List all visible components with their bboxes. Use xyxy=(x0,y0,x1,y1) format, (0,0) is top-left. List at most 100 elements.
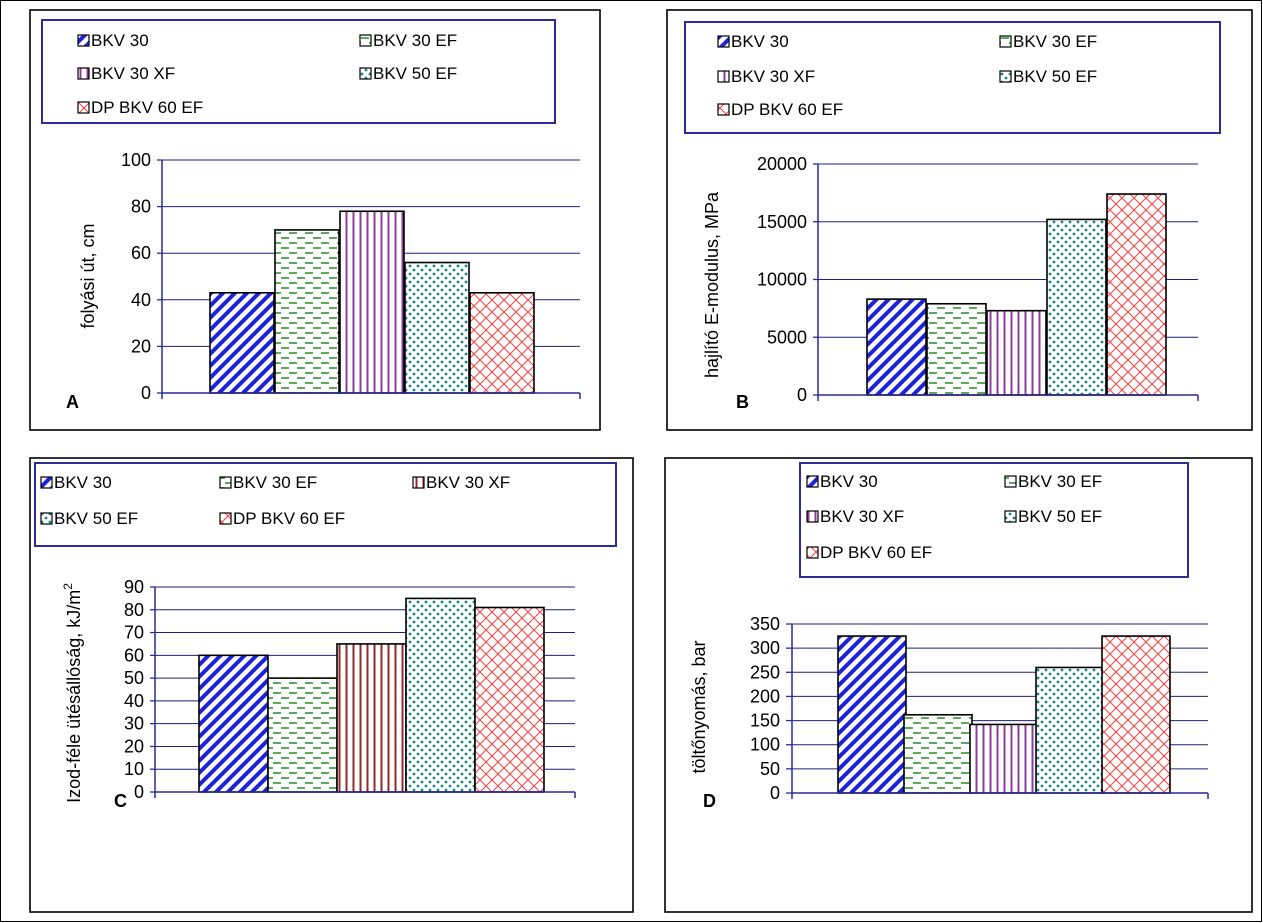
legend-item-bkv-50-ef: BKV 50 EF xyxy=(359,64,457,83)
y-tick-label: 20 xyxy=(131,336,151,356)
legend-label: BKV 30 EF xyxy=(233,473,317,492)
legend-item-bkv-30-ef: BKV 30 EF xyxy=(999,32,1097,51)
y-axis-title: Izod-féle ütésállóság, kJ/m2 xyxy=(61,583,84,803)
legend-item-bkv-30: BKV 30 xyxy=(806,472,878,491)
legend-label: BKV 30 EF xyxy=(373,31,457,50)
legend-label: BKV 30 xyxy=(91,31,149,50)
legend-label: BKV 30 XF xyxy=(91,64,175,83)
legend-label: BKV 30 XF xyxy=(820,507,904,526)
legend-swatch xyxy=(77,101,90,114)
legend-label: BKV 50 EF xyxy=(373,64,457,83)
legend-label: BKV 30 XF xyxy=(731,67,815,86)
bar-bkv-30-xf xyxy=(336,643,407,793)
legend-label: BKV 30 xyxy=(820,472,878,491)
panel-d: BKV 30 BKV 30 EF BKV 30 XF BKV 50 EF DP BKV … xyxy=(664,457,1253,913)
bar-bkv-30 xyxy=(866,298,927,396)
legend-swatch xyxy=(999,70,1012,83)
bar-bkv-30-xf xyxy=(339,210,405,394)
bar-bkv-30-ef xyxy=(926,302,987,396)
y-tick-label: 350 xyxy=(750,614,780,634)
legend-label: DP BKV 60 EF xyxy=(820,543,932,562)
y-tick-label: 20000 xyxy=(757,154,807,174)
y-tick-label: 0 xyxy=(134,782,144,802)
legend-item-bkv-30: BKV 30 xyxy=(40,473,112,492)
legend-label: BKV 50 EF xyxy=(1013,67,1097,86)
legend-swatch xyxy=(40,476,53,489)
legend-item-bkv-50-ef: BKV 50 EF xyxy=(999,67,1097,86)
bar-bkv-50-ef xyxy=(1035,666,1105,794)
legend-swatch xyxy=(806,510,819,523)
legend-swatch xyxy=(77,67,90,80)
legend-swatch xyxy=(806,546,819,559)
legend-item-bkv-30-ef: BKV 30 EF xyxy=(359,31,457,50)
bar-dp-bkv-60-ef xyxy=(474,606,545,793)
bar-bkv-30-xf xyxy=(969,723,1039,794)
y-tick-label: 250 xyxy=(750,662,780,682)
legend-label: DP BKV 60 EF xyxy=(233,509,345,528)
legend-item-bkv-50-ef: BKV 50 EF xyxy=(1004,507,1102,526)
y-axis-title: töltőnyomás, bar xyxy=(689,640,709,773)
y-tick-label: 40 xyxy=(124,691,144,711)
bar-dp-bkv-60-ef xyxy=(1106,193,1167,396)
bar-bkv-30 xyxy=(198,654,269,793)
y-tick-label: 30 xyxy=(124,714,144,734)
y-tick-label: 60 xyxy=(124,645,144,665)
y-tick-label: 100 xyxy=(121,150,151,170)
y-tick-label: 80 xyxy=(124,600,144,620)
legend-swatch xyxy=(412,476,425,489)
bar-bkv-50-ef xyxy=(404,261,470,394)
panel-a-legend: BKV 30 BKV 30 EF BKV 30 XF BKV 50 EF DP BKV … xyxy=(41,19,556,124)
y-axis-title: hajlító E-modulus, MPa xyxy=(702,191,722,378)
y-tick-label: 0 xyxy=(770,783,780,803)
y-tick-label: 0 xyxy=(797,385,807,405)
y-tick-label: 100 xyxy=(750,735,780,755)
legend-swatch xyxy=(1004,475,1017,488)
y-tick-label: 60 xyxy=(131,243,151,263)
y-axis-title: folyási út, cm xyxy=(78,223,98,328)
y-tick-label: 40 xyxy=(131,290,151,310)
panel-letter: C xyxy=(114,791,127,811)
y-tick-label: 50 xyxy=(760,759,780,779)
legend-swatch xyxy=(77,34,90,47)
bar-bkv-30-ef xyxy=(267,677,338,793)
panel-b-legend: BKV 30 BKV 30 EF BKV 30 XF BKV 50 EF DP BKV … xyxy=(684,21,1221,134)
legend-label: BKV 50 EF xyxy=(1018,507,1102,526)
y-tick-label: 90 xyxy=(124,577,144,597)
y-tick-label: 50 xyxy=(124,668,144,688)
bar-bkv-30-xf xyxy=(986,309,1047,396)
bar-bkv-30 xyxy=(837,635,907,794)
legend-item-bkv-30: BKV 30 xyxy=(77,31,149,50)
panel-b-legend-box xyxy=(684,21,1221,134)
legend-swatch xyxy=(806,475,819,488)
bar-bkv-50-ef xyxy=(405,597,476,793)
bar-bkv-30-ef xyxy=(274,229,340,394)
panel-a-plot: 0 20 40 60 80 100 xyxy=(121,150,581,403)
legend-item-bkv-30-xf: BKV 30 XF xyxy=(717,67,815,86)
legend-label: BKV 30 EF xyxy=(1013,32,1097,51)
legend-item-bkv-30-ef: BKV 30 EF xyxy=(219,473,317,492)
panel-d-plot: 0 50 100 150 200 250 300 350 xyxy=(750,614,1209,803)
legend-item-bkv-30-ef: BKV 30 EF xyxy=(1004,472,1102,491)
panel-c-legend: BKV 30 BKV 30 EF BKV 30 XF BKV 50 EF DP BKV … xyxy=(34,462,617,547)
y-tick-label: 10000 xyxy=(757,270,807,290)
panel-letter: A xyxy=(66,392,79,412)
legend-item-dp-bkv-60-ef: DP BKV 60 EF xyxy=(77,98,203,117)
legend-label: BKV 30 xyxy=(54,473,112,492)
y-axis-title-sup: 2 xyxy=(61,583,75,590)
legend-item-bkv-30-xf: BKV 30 XF xyxy=(412,473,510,492)
legend-label: BKV 30 XF xyxy=(426,473,510,492)
y-tick-label: 20 xyxy=(124,736,144,756)
bar-bkv-30-ef xyxy=(903,713,973,794)
legend-item-dp-bkv-60-ef: DP BKV 60 EF xyxy=(806,543,932,562)
panel-d-legend-box xyxy=(799,462,1189,578)
y-tick-label: 10 xyxy=(124,759,144,779)
panel-b: BKV 30 BKV 30 EF BKV 30 XF BKV 50 EF DP BKV … xyxy=(666,9,1253,431)
legend-label: BKV 30 xyxy=(731,32,789,51)
legend-label: DP BKV 60 EF xyxy=(731,100,843,119)
legend-swatch xyxy=(359,34,372,47)
y-tick-label: 150 xyxy=(750,711,780,731)
panel-c-legend-box xyxy=(34,462,617,547)
